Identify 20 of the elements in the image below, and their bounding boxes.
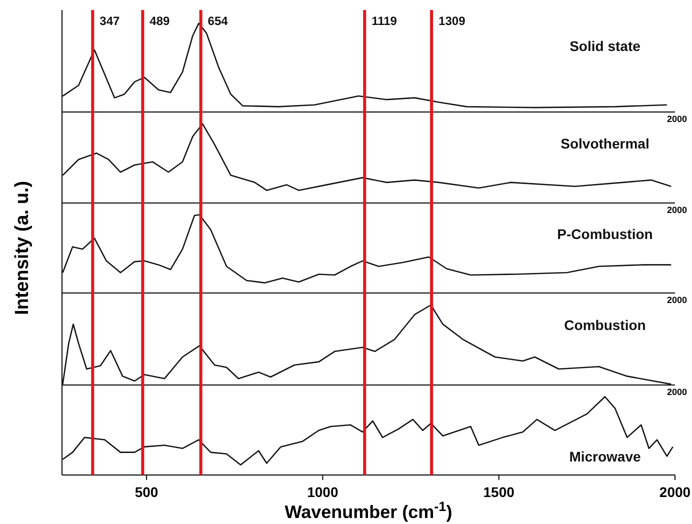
text: Solid state bbox=[570, 38, 641, 54]
ref-line-label: 1309 bbox=[438, 14, 466, 28]
ref-line-label: 654 bbox=[208, 14, 228, 28]
x-tick-label: 500 bbox=[134, 484, 158, 500]
ref-line-label: 1119 bbox=[372, 14, 398, 28]
series-label: P-Combustion bbox=[557, 226, 653, 242]
annotation: 2000 bbox=[666, 205, 688, 215]
series-label: Microwave bbox=[569, 448, 642, 464]
annotation: 2000 bbox=[666, 295, 688, 305]
y-axis-title: Intensity (a. u.) bbox=[12, 180, 33, 316]
x-tick-label: 1500 bbox=[483, 484, 515, 500]
x-tick-label: 2000 bbox=[659, 484, 691, 500]
text: Solvothermal bbox=[560, 135, 650, 152]
annotation: 2000 bbox=[666, 114, 688, 124]
ref-line-label: 347 bbox=[100, 14, 120, 28]
x-axis-title: Wavenumber (cm$^{-1}$) bbox=[284, 498, 452, 522]
annotation: 2000 bbox=[666, 387, 688, 397]
text: Combustion bbox=[564, 316, 646, 333]
ref-line-label: 489 bbox=[150, 14, 170, 28]
x-tick-label: 1000 bbox=[307, 484, 338, 500]
